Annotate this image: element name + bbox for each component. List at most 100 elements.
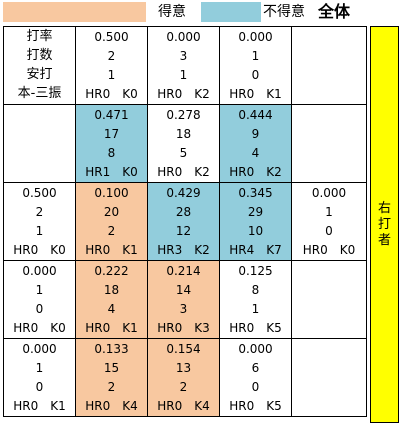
batting-average: 0.278 xyxy=(166,107,201,122)
hr-strikeouts: HR0 K2 xyxy=(157,165,210,180)
zone-stats xyxy=(4,105,75,182)
zone-cell: 0.000 1 0 HR0 K0 xyxy=(3,260,76,339)
batter-side-label: 右打者 xyxy=(370,26,399,423)
at-bats: 17 xyxy=(103,126,120,141)
zone-stats: 0.000 1 0 HR0 K0 xyxy=(4,261,75,338)
at-bats: 14 xyxy=(175,282,192,297)
hits: 4 xyxy=(107,302,116,317)
hits: 4 xyxy=(251,146,260,161)
zone-cell: 0.000 1 0 HR0 K1 xyxy=(219,26,292,105)
hits: 2 xyxy=(107,224,116,239)
hr-strikeouts: HR1 K0 xyxy=(85,165,138,180)
zone-stats: 0.345 29 10 HR4 K7 xyxy=(220,183,291,260)
zone-cell: 0.125 8 1 HR0 K5 xyxy=(219,260,292,339)
zone-stats: 0.214 14 3 HR0 K3 xyxy=(148,261,219,338)
hr-strikeouts: HR0 K4 xyxy=(157,399,210,414)
good-swatch xyxy=(3,2,146,22)
grid-row: 0.471 17 8 HR1 K0 0.278 18 5 HR0 K2 0.444 9 4 HR0 K… xyxy=(3,104,367,183)
hits: 1 xyxy=(107,68,116,83)
batting-average: 0.000 xyxy=(22,341,57,356)
hr-strikeouts: HR0 K4 xyxy=(85,399,138,414)
zone-cell: 0.429 28 12 HR3 K2 xyxy=(147,182,220,261)
hr-strikeouts: HR0 K2 xyxy=(229,165,282,180)
hr-strikeouts: HR0 K1 xyxy=(85,243,138,258)
hr-strikeouts: HR0 K3 xyxy=(157,321,210,336)
zone-stats: 0.000 3 1 HR0 K2 xyxy=(148,27,219,104)
zone-cell: 0.444 9 4 HR0 K2 xyxy=(219,104,292,183)
zone-cell xyxy=(291,104,367,183)
hr-strikeouts: HR0 K0 xyxy=(85,87,138,102)
header-label-cell: 打率 打数 安打 本-三振 xyxy=(3,26,76,105)
zone-stats: 0.444 9 4 HR0 K2 xyxy=(220,105,291,182)
hr-strikeouts: HR0 K5 xyxy=(229,321,282,336)
zone-cell: 0.500 2 1 HR0 K0 xyxy=(75,26,148,105)
hr-strikeouts: HR0 K5 xyxy=(229,399,282,414)
batting-average: 0.444 xyxy=(238,107,273,122)
hits: 2 xyxy=(107,380,116,395)
zone-cell: 0.154 13 2 HR0 K4 xyxy=(147,338,220,417)
bad-swatch xyxy=(201,2,261,22)
zone-stats xyxy=(292,27,366,104)
at-bats: 20 xyxy=(103,204,120,219)
hr-strikeouts: HR4 K7 xyxy=(229,243,282,258)
hits: 0 xyxy=(35,380,44,395)
bad-legend-label: 不得意 xyxy=(263,4,305,20)
hr-strikeouts: HR0 K0 xyxy=(302,243,356,258)
zone-stats: 0.500 2 1 HR0 K0 xyxy=(4,183,75,260)
batting-average: 0.154 xyxy=(166,341,201,356)
zone-cell xyxy=(291,26,367,105)
batting-average: 0.000 xyxy=(22,263,57,278)
zone-stats: 0.429 28 12 HR3 K2 xyxy=(148,183,219,260)
at-bats: 18 xyxy=(175,126,192,141)
at-bats: 2 xyxy=(107,48,116,63)
hits: 12 xyxy=(175,224,192,239)
at-bats: 18 xyxy=(103,282,120,297)
zone-stats xyxy=(292,261,366,338)
hits: 1 xyxy=(35,224,44,239)
batting-average: 0.471 xyxy=(94,107,129,122)
zone-cell: 0.278 18 5 HR0 K2 xyxy=(147,104,220,183)
batting-average: 0.133 xyxy=(94,341,129,356)
hits: 0 xyxy=(251,380,260,395)
at-bats: 8 xyxy=(251,282,260,297)
at-bats: 13 xyxy=(175,360,192,375)
batting-average: 0.214 xyxy=(166,263,201,278)
zone-cell: 0.500 2 1 HR0 K0 xyxy=(3,182,76,261)
at-bats: 2 xyxy=(35,204,44,219)
grid-row: 0.500 2 1 HR0 K0 0.100 20 2 HR0 K1 0.429 28 12 HR3 … xyxy=(3,182,367,261)
zone-stats xyxy=(292,339,366,416)
hr-strikeouts: HR0 K0 xyxy=(13,243,66,258)
zone-stats: 0.125 8 1 HR0 K5 xyxy=(220,261,291,338)
zone-cell: 0.222 18 4 HR0 K1 xyxy=(75,260,148,339)
batting-average: 0.100 xyxy=(94,185,129,200)
zone-stats: 0.133 15 2 HR0 K4 xyxy=(76,339,147,416)
hits: 0 xyxy=(325,224,333,239)
zone-cell: 0.000 3 1 HR0 K2 xyxy=(147,26,220,105)
hits: 5 xyxy=(179,146,188,161)
batting-average: 0.000 xyxy=(311,185,347,200)
zone-stats: 0.500 2 1 HR0 K0 xyxy=(76,27,147,104)
zone-stats: 0.000 1 0 HR0 K1 xyxy=(4,339,75,416)
batting-average: 0.125 xyxy=(238,263,273,278)
legend: 得意 不得意 全体 xyxy=(0,0,403,26)
zone-stats: 0.000 1 0 HR0 K1 xyxy=(220,27,291,104)
at-bats: 1 xyxy=(35,360,44,375)
zone-stats: 0.471 17 8 HR1 K0 xyxy=(76,105,147,182)
batting-average: 0.222 xyxy=(94,263,129,278)
zone-cell xyxy=(291,338,367,417)
hr-strikeouts: HR3 K2 xyxy=(157,243,210,258)
zone-cell: 0.000 6 0 HR0 K5 xyxy=(219,338,292,417)
hits: 10 xyxy=(247,224,264,239)
at-bats: 1 xyxy=(35,282,44,297)
hits: 3 xyxy=(179,302,188,317)
at-bats: 3 xyxy=(179,48,188,63)
good-legend-label: 得意 xyxy=(158,4,186,20)
zone-stats xyxy=(292,105,366,182)
zone-stats: 0.100 20 2 HR0 K1 xyxy=(76,183,147,260)
hits: 0 xyxy=(35,302,44,317)
zone-cell: 0.214 14 3 HR0 K3 xyxy=(147,260,220,339)
zone-cell: 0.000 1 0 HR0 K1 xyxy=(3,338,76,417)
header-label: 打数 xyxy=(26,47,53,63)
at-bats: 15 xyxy=(103,360,120,375)
header-label: 打率 xyxy=(26,28,53,44)
